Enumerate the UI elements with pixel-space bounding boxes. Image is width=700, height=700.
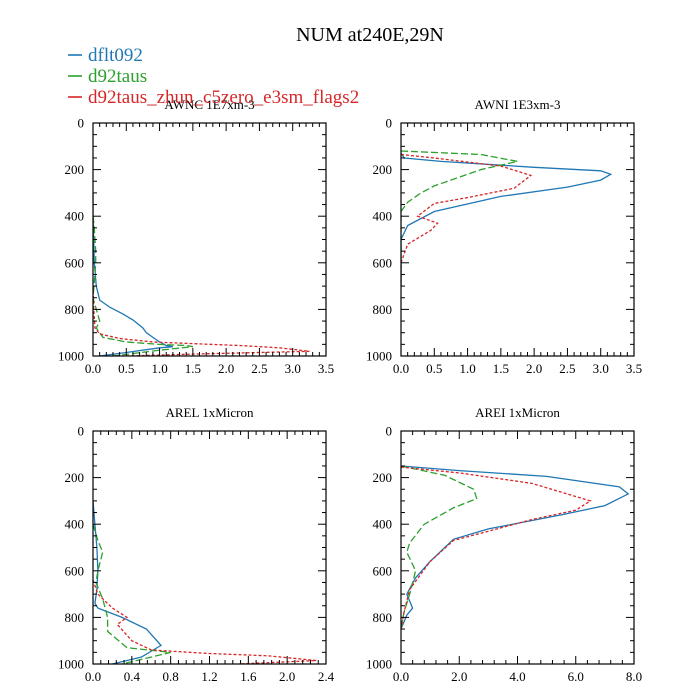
y-tick-label: 0 bbox=[386, 116, 393, 131]
y-tick-label: 0 bbox=[386, 424, 393, 439]
series-line-2 bbox=[401, 465, 478, 630]
legend-label: d92taus bbox=[88, 66, 147, 87]
panel-1: AWNC 1E7xm-3 0.0 0.5 1.0 1.5 2.0 2.5 3.0 3.5 0 200… bbox=[58, 97, 334, 376]
series-line-1 bbox=[401, 152, 613, 287]
x-tick-label: 3.5 bbox=[626, 361, 642, 376]
panel-3: AREL 1xMicron 0.0 0.4 0.8 1.2 1.6 2.0 2.4 0 200 40… bbox=[58, 405, 335, 684]
legend-entry-3: d92taus_zhun_c5zero_e3sm_flags2 bbox=[68, 87, 359, 108]
y-tick-label: 800 bbox=[373, 302, 393, 317]
y-tick-label: 200 bbox=[373, 470, 393, 485]
x-tick-label: 2.0 bbox=[526, 361, 542, 376]
x-tick-label: 0.8 bbox=[163, 669, 179, 684]
y-tick-label: 600 bbox=[373, 563, 393, 578]
panel-title: AREL 1xMicron bbox=[166, 405, 254, 420]
panel-2: AWNI 1E3xm-3 0.0 0.5 1.0 1.5 2.0 2.5 3.0 3.5 0 200… bbox=[366, 97, 642, 376]
series-line-3 bbox=[401, 466, 592, 630]
legend-label: d92taus_zhun_c5zero_e3sm_flags2 bbox=[88, 87, 359, 108]
y-tick-label: 800 bbox=[65, 302, 85, 317]
y-tick-label: 600 bbox=[373, 255, 393, 270]
series-line-3 bbox=[401, 153, 533, 287]
x-tick-label: 2.0 bbox=[451, 669, 467, 684]
series-line-1 bbox=[93, 500, 163, 664]
x-tick-label: 2.0 bbox=[218, 361, 234, 376]
y-tick-label: 1000 bbox=[58, 349, 84, 364]
x-tick-label: 3.5 bbox=[318, 361, 334, 376]
x-tick-label: 3.0 bbox=[285, 361, 301, 376]
y-tick-label: 400 bbox=[65, 517, 85, 532]
y-tick-label: 600 bbox=[65, 255, 85, 270]
x-tick-label: 2.5 bbox=[251, 361, 267, 376]
legend-entry-2: d92taus bbox=[68, 66, 147, 87]
x-tick-label: 6.0 bbox=[568, 669, 584, 684]
x-tick-label: 1.0 bbox=[459, 361, 475, 376]
y-tick-label: 200 bbox=[65, 470, 85, 485]
legend: dflt092d92tausd92taus_zhun_c5zero_e3sm_f… bbox=[68, 45, 359, 108]
series-line-1 bbox=[93, 192, 174, 356]
figure-title: NUM at240E,29N bbox=[296, 24, 444, 46]
x-tick-label: 0.4 bbox=[124, 669, 141, 684]
plot-frame bbox=[92, 122, 327, 357]
y-tick-label: 800 bbox=[373, 610, 393, 625]
legend-entry-1: dflt092 bbox=[68, 45, 143, 66]
panel-title: AWNC 1E7xm-3 bbox=[164, 97, 254, 112]
y-tick-label: 400 bbox=[65, 209, 85, 224]
y-tick-label: 400 bbox=[373, 209, 393, 224]
series-line-1 bbox=[401, 465, 630, 630]
x-tick-label: 2.0 bbox=[279, 669, 295, 684]
y-tick-label: 200 bbox=[65, 162, 85, 177]
plot-frame bbox=[92, 430, 327, 665]
x-tick-label: 0.5 bbox=[118, 361, 134, 376]
x-tick-label: 0.0 bbox=[393, 669, 409, 684]
x-tick-label: 0.5 bbox=[426, 361, 442, 376]
y-tick-label: 0 bbox=[78, 424, 85, 439]
series-line-3 bbox=[93, 286, 310, 356]
y-tick-label: 1000 bbox=[366, 349, 392, 364]
y-tick-label: 800 bbox=[65, 610, 85, 625]
series-line-2 bbox=[93, 524, 171, 664]
y-tick-label: 0 bbox=[78, 116, 85, 131]
x-tick-label: 2.5 bbox=[559, 361, 575, 376]
x-tick-label: 0.0 bbox=[85, 361, 101, 376]
x-tick-label: 4.0 bbox=[509, 669, 525, 684]
x-tick-label: 0.0 bbox=[85, 669, 101, 684]
series-line-2 bbox=[401, 150, 518, 287]
panels: AWNC 1E7xm-3 0.0 0.5 1.0 1.5 2.0 2.5 3.0 3.5 0 200… bbox=[58, 97, 642, 684]
x-tick-label: 1.6 bbox=[240, 669, 257, 684]
y-tick-label: 200 bbox=[373, 162, 393, 177]
panel-title: AREI 1xMicron bbox=[475, 405, 560, 420]
x-tick-label: 1.2 bbox=[201, 669, 217, 684]
series-line-3 bbox=[93, 579, 317, 664]
plot-frame bbox=[400, 430, 635, 665]
x-tick-label: 1.5 bbox=[185, 361, 201, 376]
x-tick-label: 8.0 bbox=[626, 669, 642, 684]
x-tick-label: 3.0 bbox=[593, 361, 609, 376]
legend-label: dflt092 bbox=[88, 45, 143, 66]
y-tick-label: 1000 bbox=[366, 657, 392, 672]
series-line-2 bbox=[93, 216, 194, 356]
panel-4: AREI 1xMicron 0.0 2.0 4.0 6.0 8.0 0 200 400 600 80… bbox=[366, 405, 642, 684]
x-tick-label: 2.4 bbox=[318, 669, 335, 684]
y-tick-label: 600 bbox=[65, 563, 85, 578]
y-tick-label: 1000 bbox=[58, 657, 84, 672]
y-tick-label: 400 bbox=[373, 517, 393, 532]
x-tick-label: 1.5 bbox=[493, 361, 509, 376]
panel-title: AWNI 1E3xm-3 bbox=[475, 97, 561, 112]
x-tick-label: 1.0 bbox=[151, 361, 167, 376]
x-tick-label: 0.0 bbox=[393, 361, 409, 376]
